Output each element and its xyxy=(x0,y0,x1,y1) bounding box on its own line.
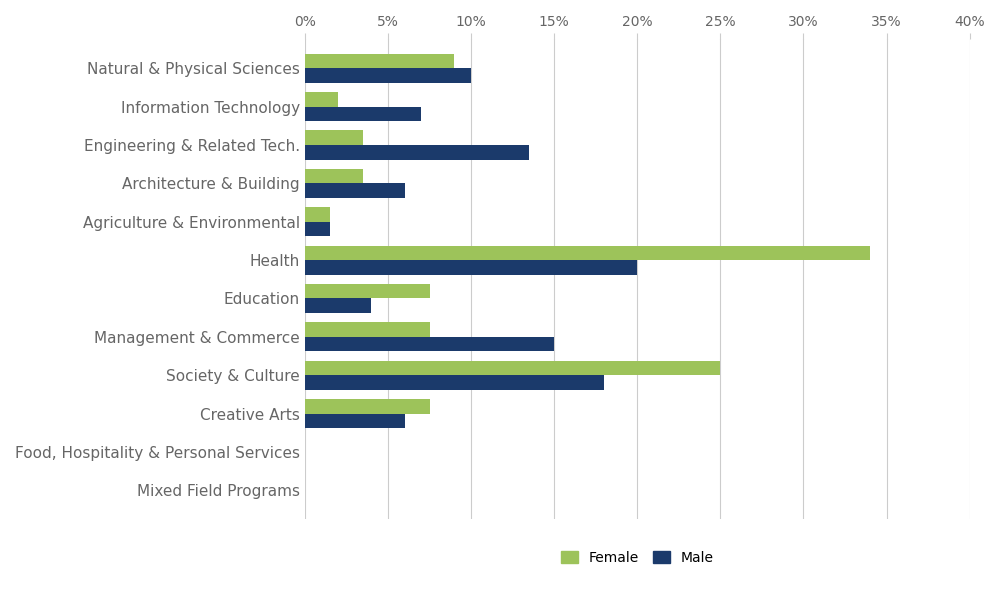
Bar xyxy=(305,107,421,121)
Bar xyxy=(305,131,363,145)
Legend: Female, Male: Female, Male xyxy=(555,545,719,570)
Bar xyxy=(305,222,330,237)
Bar xyxy=(305,299,371,313)
Bar xyxy=(305,322,430,337)
Bar xyxy=(305,413,405,428)
Bar xyxy=(305,207,330,222)
Bar xyxy=(305,284,430,299)
Bar xyxy=(305,337,554,352)
Bar xyxy=(305,145,529,160)
Bar xyxy=(305,54,454,68)
Bar xyxy=(305,375,604,390)
Bar xyxy=(305,246,870,260)
Bar xyxy=(305,360,720,375)
Bar xyxy=(305,92,338,107)
Bar xyxy=(305,260,637,275)
Bar xyxy=(305,68,471,83)
Bar xyxy=(305,184,405,198)
Bar xyxy=(305,169,363,184)
Bar xyxy=(305,399,430,413)
